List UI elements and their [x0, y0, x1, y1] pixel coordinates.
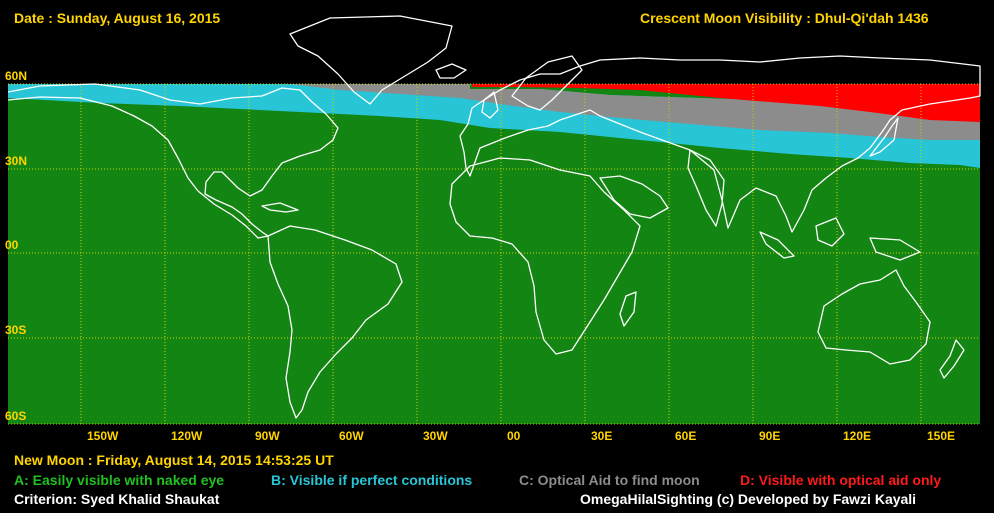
date-label: Date : Sunday, August 16, 2015	[14, 10, 221, 26]
australia-outline	[817, 269, 931, 365]
japan-outline	[869, 117, 899, 157]
new-zealand-outline	[939, 339, 965, 379]
sumatra-outline	[759, 231, 795, 259]
madagascar-outline	[619, 291, 637, 327]
lon-label-30e: 30E	[591, 429, 613, 443]
lon-label-60w: 60W	[339, 429, 364, 443]
eurasia-outline	[459, 55, 981, 233]
map-title: Crescent Moon Visibility : Dhul-Qi'dah 1…	[640, 10, 929, 26]
britain-outline	[481, 91, 499, 119]
legend-a: A: Easily visible with naked eye	[14, 472, 225, 488]
lat-label-60n: 60N	[5, 69, 28, 83]
legend-c: C: Optical Aid to find moon	[519, 472, 700, 488]
lat-label-30s: 30S	[5, 323, 27, 337]
lon-label-120e: 120E	[843, 429, 872, 443]
india-outline	[687, 149, 725, 227]
africa-outline	[449, 157, 641, 355]
zone-c-region	[290, 84, 980, 140]
borneo-outline	[815, 217, 845, 247]
lon-label-30w: 30W	[423, 429, 448, 443]
lon-label-60e: 60E	[675, 429, 697, 443]
lon-label-00: 00	[507, 429, 521, 443]
criterion-label: Criterion: Syed Khalid Shaukat	[14, 491, 220, 507]
cuba-outline	[261, 202, 299, 213]
lon-label-90w: 90W	[255, 429, 280, 443]
lon-label-150e: 150E	[927, 429, 956, 443]
coastlines	[7, 15, 981, 419]
north-america-outline	[7, 83, 339, 239]
lon-label-90e: 90E	[759, 429, 781, 443]
zone-d-region	[472, 84, 980, 122]
legend-d: D: Visible with optical aid only	[740, 472, 942, 488]
lat-label-60s: 60S	[5, 409, 27, 423]
legend-b: B: Visible if perfect conditions	[271, 472, 473, 488]
credit-label: OmegaHilalSighting (c) Developed by Fawz…	[580, 491, 917, 507]
scandinavia-outline	[511, 55, 583, 111]
lon-label-120w: 120W	[171, 429, 203, 443]
lat-label-equator: 00	[5, 238, 19, 252]
new-guinea-outline	[869, 237, 921, 261]
arabia-outline	[599, 175, 669, 219]
lon-label-150w: 150W	[87, 429, 119, 443]
iceland-outline	[435, 63, 467, 79]
south-america-outline	[267, 225, 403, 419]
grid-lines	[8, 83, 980, 426]
greenland-outline	[289, 15, 453, 105]
new-moon-label: New Moon : Friday, August 14, 2015 14:53…	[14, 452, 334, 468]
lat-label-30n: 30N	[5, 154, 28, 168]
